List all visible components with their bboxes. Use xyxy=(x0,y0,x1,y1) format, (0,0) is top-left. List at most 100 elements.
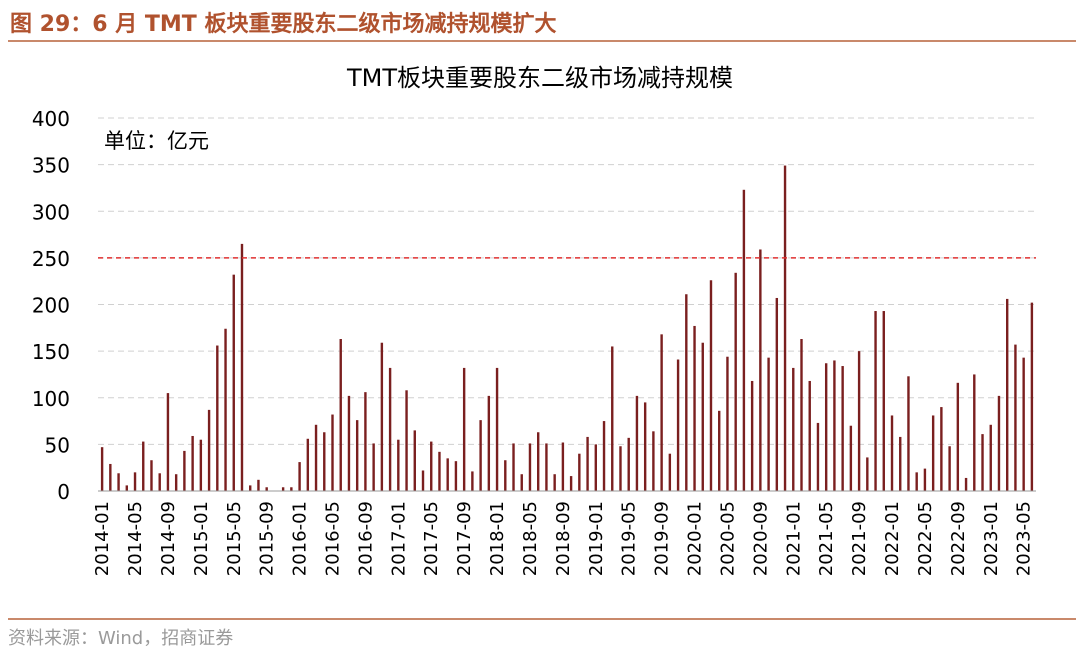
bar-2014-11 xyxy=(183,450,186,491)
bar-2020-11 xyxy=(775,297,779,491)
bar-2017-06 xyxy=(438,451,441,491)
bar-2022-08 xyxy=(948,446,951,491)
bar-2023-02 xyxy=(997,395,1001,491)
y-tick-label: 100 xyxy=(32,387,70,411)
bar-2016-06 xyxy=(339,339,342,491)
bar-2016-01 xyxy=(298,462,301,491)
y-tick-label: 0 xyxy=(57,480,70,504)
gridlines xyxy=(98,117,1036,445)
bar-2017-11 xyxy=(479,420,482,491)
y-tick-label: 200 xyxy=(32,294,70,318)
bar-2017-05 xyxy=(430,441,433,491)
bar-2021-12 xyxy=(882,311,885,491)
bar-2022-02 xyxy=(899,436,902,491)
source-note: 资料来源：Wind，招商证券 xyxy=(8,628,234,649)
x-tick-label: 2020-01 xyxy=(685,501,706,576)
bar-2017-04 xyxy=(421,470,425,491)
bar-2023-04 xyxy=(1014,344,1017,491)
bar-2019-09 xyxy=(660,334,663,491)
bar-2018-10 xyxy=(569,476,573,491)
bar-2014-09 xyxy=(166,393,170,491)
bar-2018-09 xyxy=(561,442,565,491)
bar-2019-01 xyxy=(594,444,597,492)
bar-2020-12 xyxy=(783,165,787,491)
x-tick-label: 2019-01 xyxy=(586,501,607,576)
y-tick-label: 350 xyxy=(32,154,70,178)
bar-2022-12 xyxy=(981,434,984,491)
bar-2020-07 xyxy=(742,189,746,492)
x-tick-label: 2016-01 xyxy=(290,501,311,576)
x-tick-label: 2018-05 xyxy=(520,501,541,576)
bar-2014-02 xyxy=(109,463,112,491)
bar-2019-11 xyxy=(676,359,680,491)
x-tick-label: 2022-05 xyxy=(915,501,936,576)
bar-2019-03 xyxy=(611,346,614,491)
x-tick-label: 2014-09 xyxy=(158,501,179,576)
bar-2015-08 xyxy=(257,479,260,491)
figure-title: 图 29：6 月 TMT 板块重要股东二级市场减持规模扩大 xyxy=(10,12,557,37)
x-tick-label: 2018-01 xyxy=(487,501,508,576)
bar-2017-02 xyxy=(405,390,408,491)
bar-2015-09 xyxy=(265,487,268,491)
bar-2015-03 xyxy=(216,345,219,491)
bar-2022-07 xyxy=(940,407,943,491)
bar-2016-07 xyxy=(347,395,351,491)
bar-2015-07 xyxy=(249,485,252,491)
bar-2020-08 xyxy=(750,380,754,491)
bar-2021-03 xyxy=(808,380,811,491)
bar-2019-06 xyxy=(635,395,639,491)
x-tick-label: 2020-09 xyxy=(750,501,771,576)
bar-2022-11 xyxy=(973,374,976,491)
x-tick-label: 2022-01 xyxy=(882,501,903,576)
y-tick-label: 150 xyxy=(32,340,70,364)
x-tick-label: 2023-05 xyxy=(1014,501,1035,576)
bar-2020-03 xyxy=(709,280,713,491)
bar-2016-05 xyxy=(331,414,334,491)
bar-2017-07 xyxy=(446,458,449,491)
bar-2016-11 xyxy=(380,342,384,491)
bar-2018-11 xyxy=(578,453,581,491)
x-tick-label: 2016-09 xyxy=(355,501,376,576)
bar-2022-05 xyxy=(923,468,927,491)
bar-2014-07 xyxy=(150,460,153,491)
x-tick-label: 2015-09 xyxy=(257,501,278,576)
bar-2019-04 xyxy=(619,446,622,491)
bar-2022-04 xyxy=(915,472,918,491)
bar-2021-02 xyxy=(800,339,803,491)
bar-2021-08 xyxy=(849,425,853,491)
x-tick-label: 2022-09 xyxy=(948,501,969,576)
bar-2019-10 xyxy=(668,453,672,491)
x-tick-label: 2014-05 xyxy=(125,501,146,576)
bar-2016-03 xyxy=(314,424,318,491)
x-tick-label: 2016-05 xyxy=(323,501,344,576)
bar-2022-09 xyxy=(956,382,960,491)
x-tick-label: 2015-01 xyxy=(191,501,212,576)
x-tick-label: 2021-01 xyxy=(783,501,804,576)
x-tick-label: 2015-05 xyxy=(224,501,245,576)
bar-2019-12 xyxy=(685,294,688,491)
bar-2014-12 xyxy=(191,435,194,491)
bar-2023-03 xyxy=(1006,298,1009,491)
bar-2020-02 xyxy=(701,342,704,491)
y-tick-label: 300 xyxy=(32,200,70,224)
bar-chart: TMT板块重要股东二级市场减持规模 单位：亿元 0 50 100 150 200 250 3… xyxy=(32,64,1036,576)
bar-2021-04 xyxy=(816,422,820,491)
x-tick-label: 2020-05 xyxy=(717,501,738,576)
bar-2014-03 xyxy=(117,473,120,491)
bar-2014-10 xyxy=(174,474,178,491)
x-tick-label: 2019-09 xyxy=(652,501,673,576)
bar-2020-05 xyxy=(726,356,729,491)
bar-2022-06 xyxy=(931,415,935,491)
bar-2015-05 xyxy=(232,274,235,491)
chart-title: TMT板块重要股东二级市场减持规模 xyxy=(346,64,733,92)
bar-2016-02 xyxy=(306,438,310,491)
bar-2015-06 xyxy=(240,243,244,491)
bar-2015-04 xyxy=(224,328,227,491)
bar-2015-11 xyxy=(281,487,285,491)
bar-2018-06 xyxy=(537,432,540,491)
bar-2019-05 xyxy=(627,437,630,491)
unit-note: 单位：亿元 xyxy=(104,129,209,153)
bar-2014-08 xyxy=(158,473,161,491)
bar-2019-08 xyxy=(652,431,655,491)
x-axis-ticks: 2014-01 2014-05 2014-09 2015-01 2015-05 2015-… xyxy=(92,501,1035,576)
